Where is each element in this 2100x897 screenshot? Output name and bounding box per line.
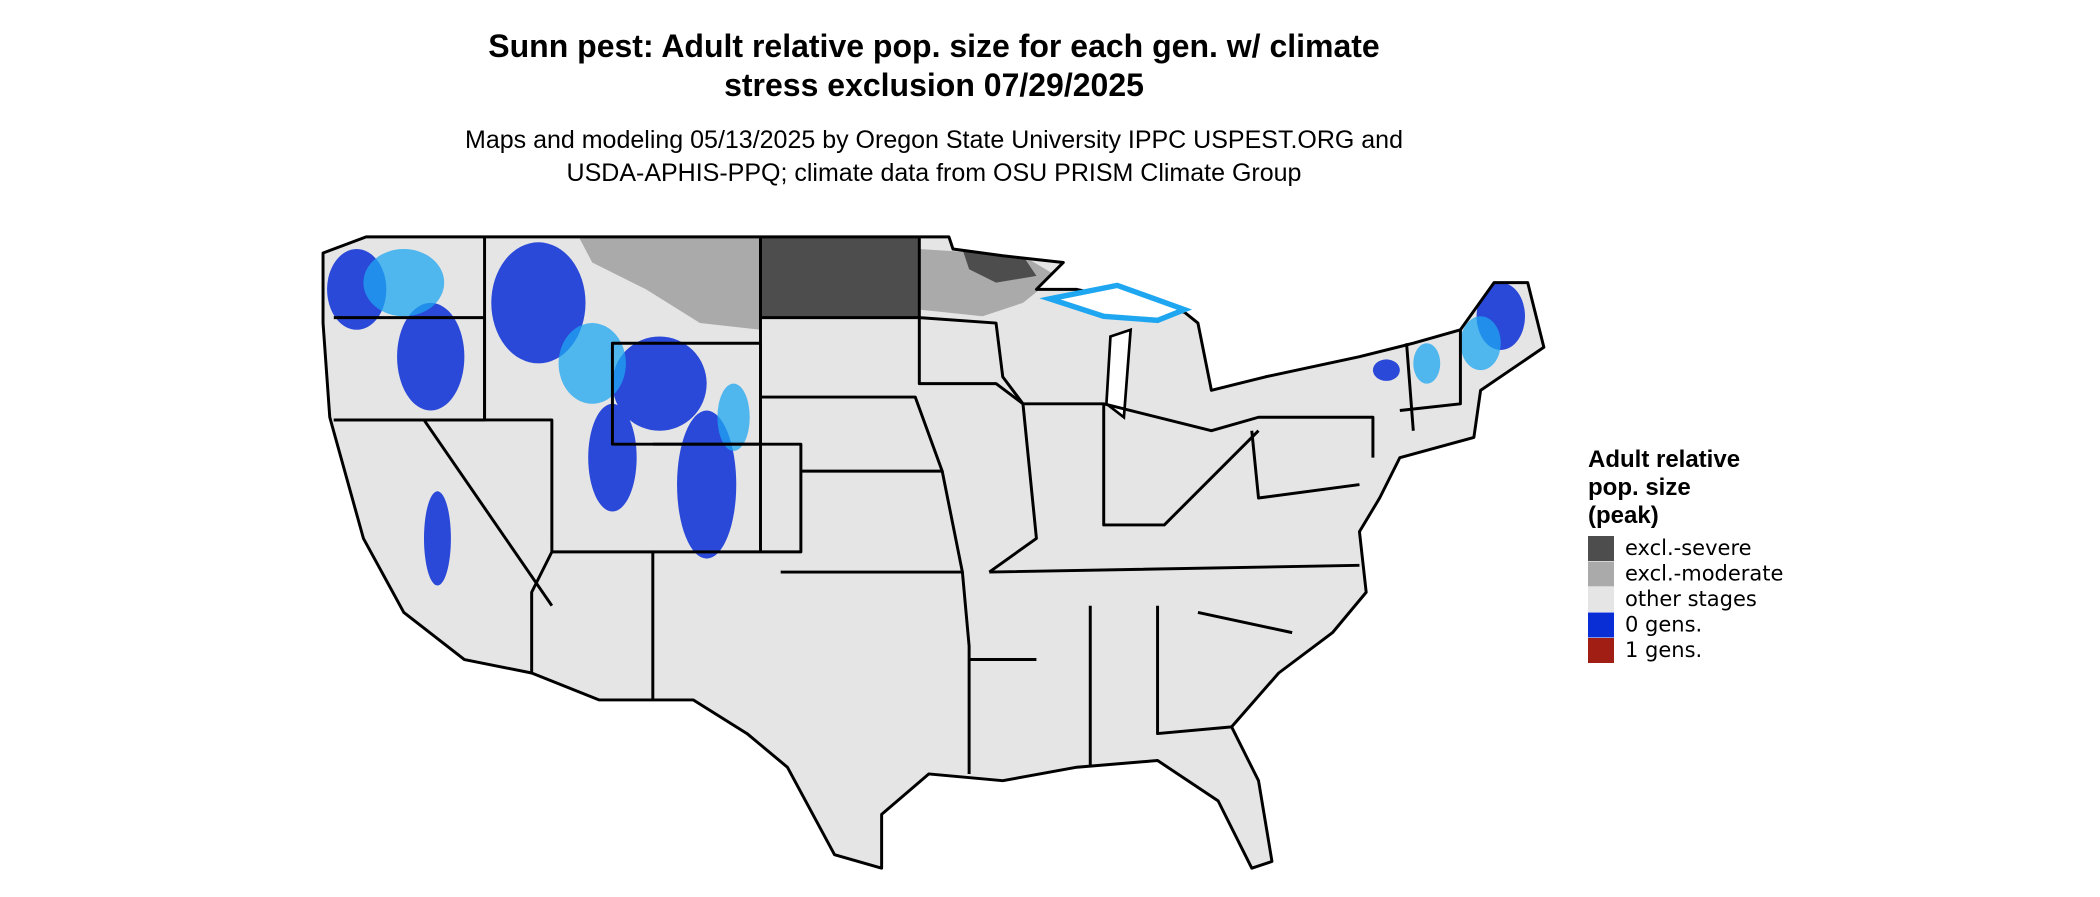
lake-superior [1039, 282, 1193, 324]
us-outline [321, 235, 1546, 870]
severe-zone [760, 236, 920, 318]
light-blue-zones [363, 249, 1501, 451]
map-fill [323, 236, 1544, 869]
legend-label: 0 gens. [1625, 613, 1702, 637]
title: Sunn pest: Adult relative pop. size for … [488, 28, 1379, 64]
legend-title: (peak) [1588, 502, 1659, 529]
legend-swatch [1588, 638, 1614, 663]
legend-title: pop. size [1588, 474, 1691, 501]
legend-label: other stages [1625, 587, 1757, 611]
subtitle: USDA-APHIS-PPQ; climate data from OSU PR… [567, 159, 1302, 187]
legend-swatch [1588, 536, 1614, 561]
title: stress exclusion 07/29/2025 [724, 67, 1144, 103]
legend-swatch [1588, 561, 1614, 587]
legend-label: excl.-moderate [1625, 562, 1783, 586]
moderate-zone [578, 236, 761, 330]
subtitle: Maps and modeling 05/13/2025 by Oregon S… [465, 126, 1403, 154]
state-borders [333, 236, 1462, 774]
legend-label: excl.-severe [1625, 536, 1752, 560]
legend-title: Adult relative [1588, 446, 1740, 473]
legend-label: 1 gens. [1625, 638, 1702, 662]
us-map [321, 235, 1546, 870]
lake-michigan [1105, 327, 1133, 420]
legend-swatch [1588, 612, 1614, 638]
legend-swatch [1588, 587, 1614, 612]
zero-gens-zones [327, 242, 1526, 586]
